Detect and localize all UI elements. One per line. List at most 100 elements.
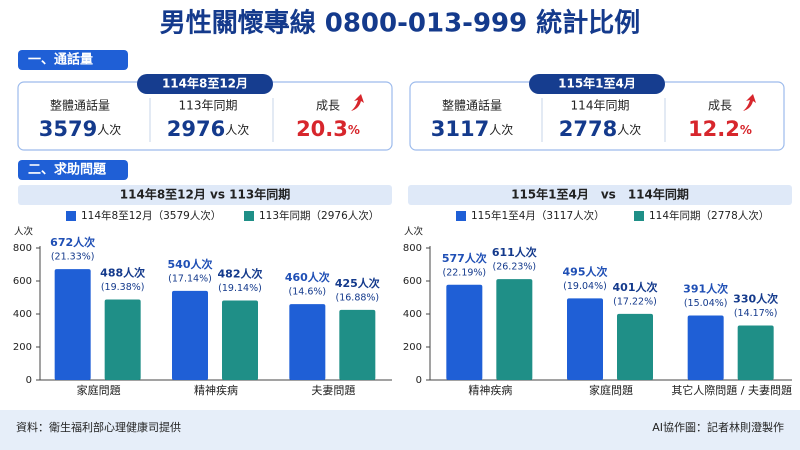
chart-title-band [18, 185, 392, 205]
card-value-number: 20.3 [296, 117, 348, 141]
page-title: 男性關懷專線 0800-013-999 統計比例 [160, 8, 641, 39]
card-value-number: 3117 [431, 117, 489, 141]
y-axis-label: 人次 [14, 226, 34, 238]
card-header-pill [137, 74, 273, 94]
card-value-unit: 人次 [617, 123, 641, 137]
y-tick-label: 200 [403, 342, 422, 353]
value-label: 488人次 [100, 265, 145, 279]
card-item-value: 3579人次 [39, 117, 121, 141]
bar [617, 313, 653, 380]
card-value-number: 12.2 [688, 117, 740, 141]
bar [446, 284, 483, 380]
card-item-value: 2778人次 [559, 117, 641, 141]
card-period: 115年1至4月 [558, 76, 636, 91]
x-tick-label: 夫妻問題 [311, 384, 355, 397]
bar [737, 325, 774, 380]
card-value-unit: 人次 [97, 123, 121, 137]
legend-swatch [634, 211, 644, 221]
y-tick-label: 400 [403, 309, 422, 320]
bar [339, 309, 376, 380]
card-value-unit: 人次 [489, 123, 513, 137]
value-label: 611人次 [492, 245, 537, 259]
value-label: 425人次 [335, 276, 380, 290]
legend-label: 115年1至4月（3117人次） [471, 209, 605, 222]
card-value-unit: % [740, 123, 752, 137]
y-tick-label: 0 [416, 375, 422, 386]
bar [567, 298, 603, 380]
value-label: 391人次 [683, 281, 728, 295]
value-label: 401人次 [613, 280, 658, 294]
share-label: (15.04%) [684, 298, 728, 309]
legend-swatch [244, 211, 254, 221]
legend-swatch [66, 211, 76, 221]
bar [496, 279, 533, 380]
chart-title: 114年8至12月 vs 113年同期 [120, 187, 290, 202]
footer-source: 資料：衛生福利部心理健康司提供 [16, 420, 181, 434]
x-tick-label: 家庭問題 [77, 383, 121, 397]
share-label: (19.04%) [563, 281, 607, 292]
card-item-value: 2976人次 [167, 117, 249, 141]
x-tick-label: 精神疾病 [194, 383, 238, 397]
card-value-number: 3579 [39, 117, 97, 141]
chart-title-band [408, 185, 792, 205]
chart-title: 115年1至4月 vs 114年同期 [511, 187, 689, 202]
legend-label: 114年同期（2778人次） [649, 209, 769, 222]
legend-label: 114年8至12月（3579人次） [81, 209, 221, 222]
share-label: (14.17%) [734, 308, 778, 319]
card-item-label: 整體通話量 [442, 98, 502, 113]
share-label: (14.6%) [289, 287, 327, 298]
y-tick-label: 800 [403, 243, 422, 254]
y-tick-label: 600 [403, 276, 422, 287]
card-value-unit: % [348, 123, 360, 137]
growth-arrow [351, 94, 364, 111]
x-tick-label: 家庭問題 [589, 383, 633, 397]
legend-swatch [456, 211, 466, 221]
section-pill [18, 160, 128, 180]
card-value-number: 2976 [167, 117, 225, 141]
value-label: 577人次 [442, 251, 487, 265]
card-item-value: 3117人次 [431, 117, 513, 141]
card-value-unit: 人次 [225, 123, 249, 137]
share-label: (16.88%) [336, 292, 380, 303]
card-item-label: 整體通話量 [50, 98, 110, 113]
footer-credit: AI協作圖：記者林則澄製作 [652, 420, 784, 434]
bar [222, 300, 258, 380]
x-tick-label: 其它人際問題 / 夫妻問題 [671, 383, 792, 397]
y-tick-label: 200 [13, 342, 32, 353]
y-tick-label: 800 [13, 243, 32, 254]
card-period: 114年8至12月 [162, 76, 248, 91]
share-label: (17.14%) [168, 273, 212, 284]
value-label: 495人次 [563, 264, 608, 278]
growth-arrow [743, 94, 756, 111]
share-label: (17.22%) [613, 296, 657, 307]
bar [289, 304, 326, 380]
value-label: 482人次 [218, 266, 263, 280]
y-tick-label: 600 [13, 276, 32, 287]
section-label: 一、通話量 [28, 52, 93, 68]
card-item-label: 114年同期 [571, 99, 630, 113]
section-label: 二、求助問題 [28, 162, 107, 178]
x-tick-label: 精神疾病 [468, 383, 512, 397]
share-label: (19.38%) [101, 282, 145, 293]
card-item-label: 113年同期 [179, 99, 238, 113]
bar [54, 269, 91, 380]
bar [687, 315, 724, 380]
share-label: (26.23%) [493, 262, 537, 273]
value-label: 540人次 [168, 257, 213, 271]
value-label: 330人次 [733, 292, 778, 306]
card-header-pill [529, 74, 665, 94]
y-axis-label: 人次 [404, 226, 424, 238]
share-label: (22.19%) [443, 267, 487, 278]
footer-band [0, 410, 800, 450]
card-item-value: 20.3% [296, 117, 360, 141]
y-tick-label: 0 [26, 375, 32, 386]
y-tick-label: 400 [13, 309, 32, 320]
card-value-number: 2778 [559, 117, 617, 141]
card-item-value: 12.2% [688, 117, 752, 141]
value-label: 460人次 [285, 270, 330, 284]
card-item-label: 成長 [316, 99, 340, 113]
share-label: (21.33%) [51, 252, 95, 263]
section-pill [18, 50, 128, 70]
legend-label: 113年同期（2976人次） [259, 209, 379, 222]
bar [104, 299, 141, 380]
